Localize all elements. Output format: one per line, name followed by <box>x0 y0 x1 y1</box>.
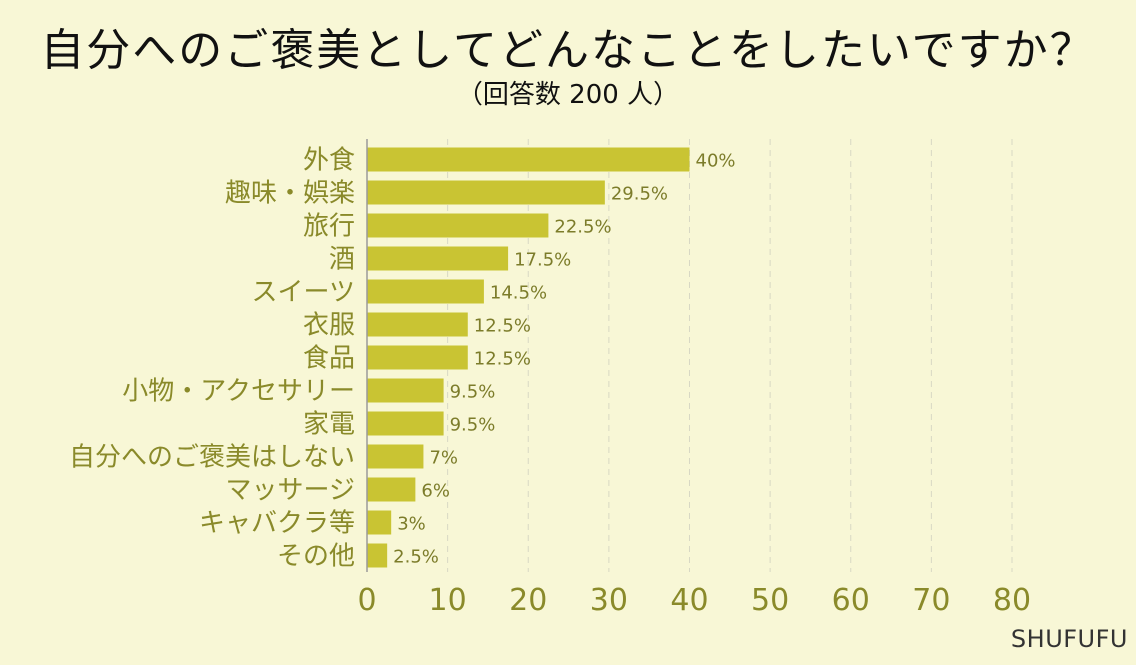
x-tick-label: 20 <box>509 583 547 618</box>
category-label: スイーツ <box>252 278 355 308</box>
bar <box>367 345 468 370</box>
x-tick-label: 80 <box>993 583 1031 618</box>
category-label: 酒 <box>329 245 355 275</box>
category-label: マッサージ <box>226 476 355 506</box>
source-credit: SHUFUFU <box>1010 625 1128 653</box>
value-label: 22.5% <box>554 217 611 238</box>
value-label: 6% <box>421 481 450 502</box>
bar <box>367 147 690 172</box>
x-tick-label: 60 <box>832 583 870 618</box>
chart-title: 自分へのご褒美としてどんなことをしたいですか？ <box>40 25 1096 76</box>
value-label: 29.5% <box>611 184 668 205</box>
category-label: 食品 <box>303 344 355 374</box>
bar <box>367 279 484 304</box>
x-tick-label: 30 <box>590 583 628 618</box>
category-label: 家電 <box>303 410 355 440</box>
bar <box>367 378 444 403</box>
x-tick-label: 0 <box>357 583 376 618</box>
category-label: キャバクラ等 <box>199 509 355 539</box>
category-label: その他 <box>277 542 355 572</box>
x-tick-label: 40 <box>670 583 708 618</box>
bar <box>367 543 388 568</box>
value-label: 40% <box>696 151 736 172</box>
value-label: 7% <box>429 448 458 469</box>
bar <box>367 246 509 271</box>
x-tick-label: 50 <box>751 583 789 618</box>
bar <box>367 312 468 337</box>
category-label: 旅行 <box>303 212 355 242</box>
x-tick-label: 70 <box>912 583 950 618</box>
value-label: 12.5% <box>474 349 531 370</box>
value-label: 12.5% <box>474 316 531 337</box>
bars <box>367 147 690 568</box>
bar <box>367 411 444 436</box>
bar <box>367 477 416 502</box>
bar <box>367 510 392 535</box>
category-label: 小物・アクセサリー <box>122 377 355 407</box>
value-label: 17.5% <box>514 250 571 271</box>
category-label: 外食 <box>303 146 355 176</box>
value-label: 9.5% <box>450 415 496 436</box>
value-label: 3% <box>397 514 426 535</box>
labels: 外食 40% 趣味・娯楽 29.5% 旅行 22.5% 酒 17.5% スイーツ 14.5% 衣服 1… <box>69 146 736 572</box>
bar <box>367 444 424 469</box>
x-tick-label: 10 <box>429 583 467 618</box>
value-label: 2.5% <box>393 547 439 568</box>
bar <box>367 180 605 205</box>
chart-subtitle: （回答数 200 人） <box>456 80 680 110</box>
value-label: 14.5% <box>490 283 547 304</box>
category-label: 衣服 <box>303 311 355 341</box>
category-label: 趣味・娯楽 <box>225 179 355 209</box>
bar <box>367 213 549 238</box>
x-axis: 0 10 20 30 40 50 60 70 80 <box>357 139 1031 618</box>
value-label: 9.5% <box>450 382 496 403</box>
category-label: 自分へのご褒美はしない <box>69 443 355 473</box>
